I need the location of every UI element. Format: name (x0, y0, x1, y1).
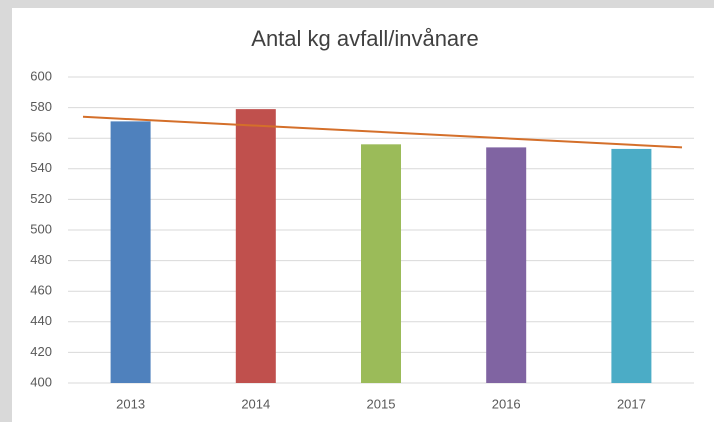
x-tick-label: 2015 (367, 396, 396, 411)
chart-title: Antal kg avfall/invånare (251, 26, 478, 51)
y-tick-label: 420 (30, 344, 52, 359)
x-tick-label: 2017 (617, 396, 646, 411)
y-tick-label: 600 (30, 68, 52, 83)
y-tick-label: 560 (30, 130, 52, 145)
trendline (82, 115, 683, 149)
y-tick-label: 460 (30, 283, 52, 298)
y-tick-label: 540 (30, 160, 52, 175)
y-tick-label: 500 (30, 221, 52, 236)
bar (361, 144, 401, 383)
y-tick-label: 520 (30, 191, 52, 206)
x-tick-label: 2016 (492, 396, 521, 411)
y-tick-label: 580 (30, 99, 52, 114)
y-tick-label: 400 (30, 374, 52, 389)
bar (611, 148, 652, 383)
y-tick-label: 480 (30, 252, 52, 267)
bar (235, 109, 276, 383)
bar (110, 121, 151, 384)
bar (486, 147, 527, 383)
x-tick-label: 2013 (116, 396, 145, 411)
y-tick-label: 440 (30, 313, 52, 328)
x-tick-label: 2014 (241, 396, 270, 411)
